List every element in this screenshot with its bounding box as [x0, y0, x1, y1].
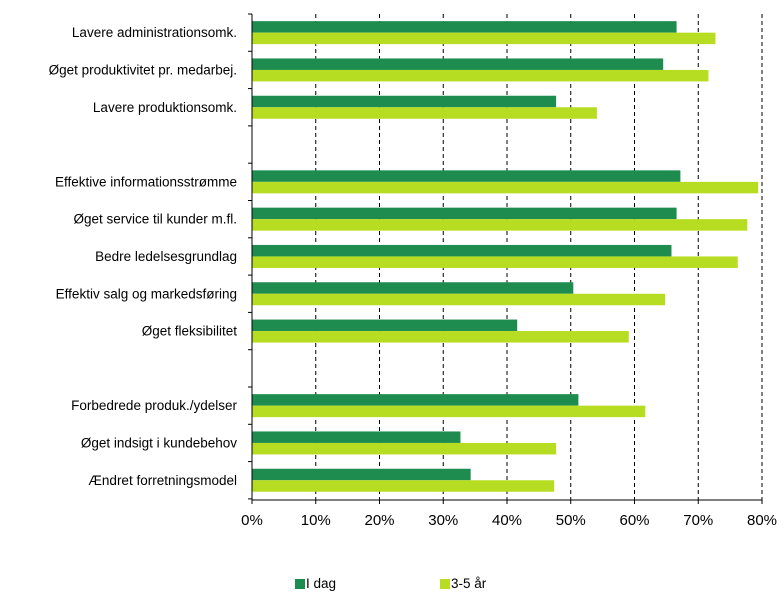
- x-tick-label: 40%: [492, 512, 522, 529]
- bar-series-1: [252, 21, 677, 33]
- category-label: Effektiv salg og markedsføring: [56, 286, 237, 301]
- bar-series-2: [252, 181, 759, 194]
- bar-series-1: [252, 58, 664, 70]
- bar-series-1: [252, 282, 574, 294]
- bar-series-2: [252, 480, 555, 492]
- x-tick-label: 0%: [241, 512, 263, 529]
- bar-series-2: [252, 331, 629, 343]
- bar-series-1: [252, 170, 681, 182]
- bar-series-2: [252, 32, 716, 45]
- category-label: Ændret forretningsmodel: [88, 473, 237, 488]
- bar-series-2: [252, 107, 597, 119]
- bars: [252, 21, 759, 492]
- category-label: Lavere produktionsomk.: [93, 100, 237, 115]
- category-labels: Lavere administrationsomk. Øget produktiv…: [49, 25, 238, 488]
- x-tick-label: 70%: [683, 512, 713, 529]
- bar-series-1: [252, 244, 672, 257]
- bar-series-1: [252, 468, 471, 481]
- legend-item-series-2: 3-5 år: [440, 576, 486, 591]
- x-tick-labels: 0% 10% 20% 30% 40% 50% 60% 70% 80%: [241, 512, 777, 529]
- bar-series-1: [252, 207, 677, 220]
- legend-label-series-1: I dag: [306, 576, 337, 591]
- category-label: Øget fleksibilitet: [142, 324, 238, 339]
- legend: I dag 3-5 år: [0, 576, 784, 596]
- axes: [248, 13, 763, 504]
- bar-series-2: [252, 293, 666, 306]
- legend-label-series-2: 3-5 år: [451, 576, 487, 591]
- category-label: Øget service til kunder m.fl.: [73, 212, 237, 227]
- x-tick-label: 30%: [428, 512, 458, 529]
- x-tick-label: 60%: [619, 512, 649, 529]
- legend-swatch-series-2: [440, 578, 450, 589]
- bar-series-1: [252, 95, 557, 108]
- x-tick-label: 80%: [747, 512, 777, 529]
- legend-swatch-series-1: [295, 578, 305, 589]
- bar-series-1: [252, 319, 518, 332]
- bar-series-2: [252, 256, 738, 268]
- category-label: Øget produktivitet pr. medarbej.: [49, 62, 237, 77]
- category-label: Øget indsigt i kundebehov: [81, 435, 237, 450]
- bar-series-1: [252, 394, 579, 406]
- bar-series-1: [252, 431, 461, 443]
- bar-series-2: [252, 405, 646, 418]
- x-tick-label: 50%: [556, 512, 586, 529]
- legend-item-series-1: I dag: [295, 576, 336, 591]
- x-tick-label: 20%: [364, 512, 394, 529]
- category-label: Effektive informationsstrømme: [55, 174, 237, 189]
- category-label: Bedre ledelsesgrundlag: [95, 249, 237, 264]
- category-label: Forbedrede produk./ydelser: [71, 398, 237, 413]
- category-label: Lavere administrationsomk.: [72, 25, 237, 40]
- x-tick-label: 10%: [301, 512, 331, 529]
- bar-series-2: [252, 442, 557, 455]
- bar-series-2: [252, 69, 709, 82]
- bar-series-2: [252, 219, 748, 231]
